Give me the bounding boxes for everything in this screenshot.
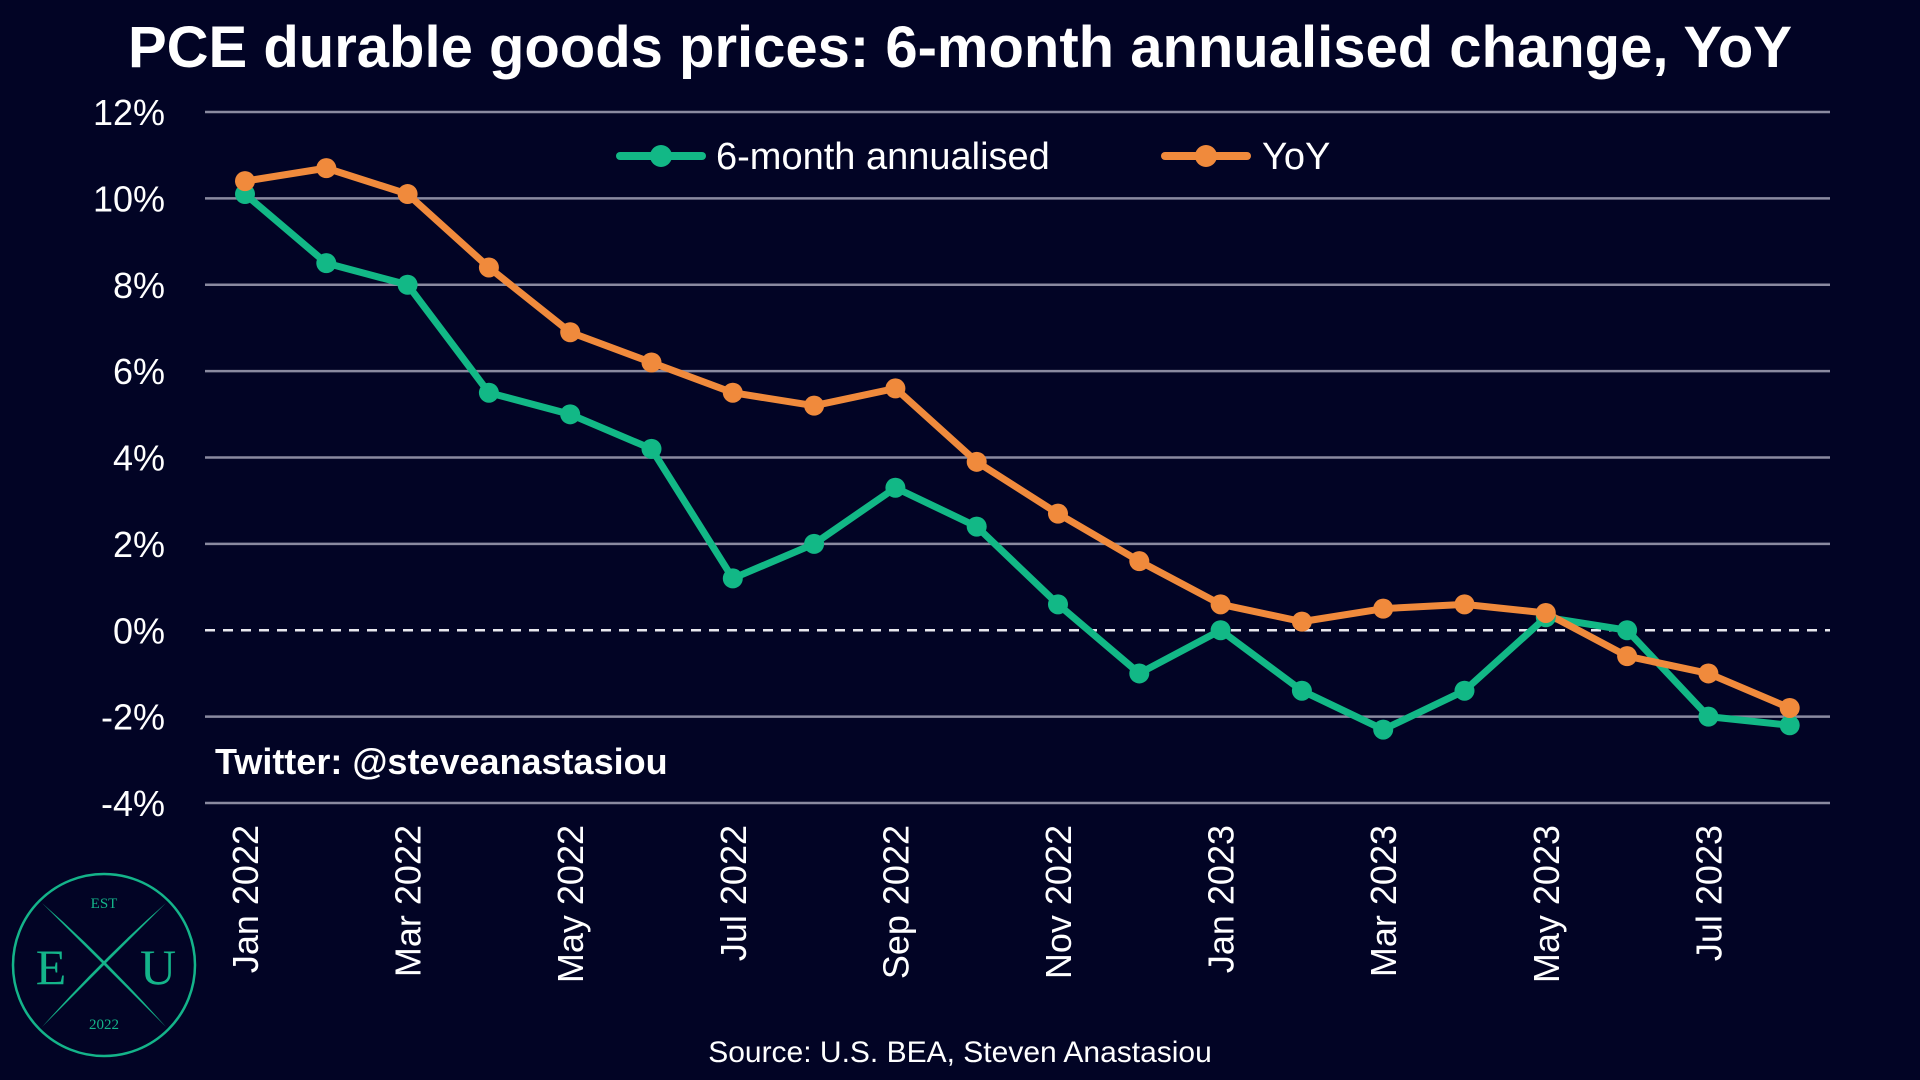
data-point: [478, 382, 499, 403]
data-point: [1779, 697, 1800, 718]
data-point: [235, 171, 255, 192]
y-tick-label: -2%: [101, 697, 165, 738]
data-point: [966, 451, 987, 472]
x-tick-label: Jan 2023: [1201, 825, 1242, 973]
data-point: [722, 382, 743, 403]
data-point: [397, 274, 418, 295]
data-point: [316, 158, 337, 179]
source-note: Source: U.S. BEA, Steven Anastasiou: [708, 1036, 1212, 1069]
x-tick-label: May 2022: [550, 825, 591, 983]
x-tick-label: Sep 2022: [875, 825, 916, 979]
logo-est: EST: [91, 896, 118, 912]
legend-marker: [650, 145, 672, 167]
y-tick-label: 2%: [113, 524, 165, 565]
data-point: [804, 533, 825, 554]
data-point: [1210, 620, 1231, 641]
data-point: [316, 253, 337, 274]
y-tick-label: 4%: [113, 438, 165, 479]
y-tick-label: 10%: [93, 178, 165, 219]
data-point: [1373, 719, 1394, 740]
chart-title: PCE durable goods prices: 6-month annual…: [127, 15, 1793, 80]
data-point: [1291, 611, 1312, 632]
data-point: [1454, 594, 1475, 615]
legend-marker: [1195, 145, 1217, 167]
exu-logo: EST E X U 2022: [11, 872, 197, 1058]
data-point: [1129, 663, 1150, 684]
x-axis-ticks: Jan 2022 Mar 2022 May 2022 Jul 2022 Sep 2022…: [225, 825, 1729, 983]
data-point: [1129, 551, 1150, 572]
data-point: [1373, 598, 1394, 619]
twitter-annotation: Twitter: @steveanastasiou: [215, 741, 668, 782]
data-point: [966, 516, 987, 537]
data-point: [885, 477, 906, 498]
data-point: [641, 438, 662, 459]
data-point: [1617, 620, 1638, 641]
data-point: [1048, 503, 1068, 524]
data-point: [560, 322, 581, 343]
y-tick-label: 8%: [113, 265, 165, 306]
legend: 6-month annualised YoY: [616, 136, 1330, 178]
data-point: [804, 395, 825, 416]
x-tick-label: Jul 2023: [1688, 825, 1729, 961]
x-tick-label: Jan 2022: [225, 825, 266, 973]
gridlines: [205, 110, 1830, 805]
data-point: [722, 568, 743, 589]
y-tick-label: 6%: [113, 351, 165, 392]
data-point: [1535, 602, 1556, 623]
data-point: [641, 352, 662, 373]
legend-label: 6-month annualised: [716, 136, 1050, 178]
data-point: [560, 404, 581, 425]
y-tick-label: -4%: [101, 783, 165, 824]
data-point: [397, 184, 418, 205]
y-tick-label: 0%: [113, 610, 165, 651]
data-point: [478, 257, 499, 278]
x-tick-label: Mar 2022: [388, 825, 429, 977]
data-point: [1698, 663, 1719, 684]
x-tick-label: May 2023: [1526, 825, 1567, 983]
logo-letter-x: X: [86, 939, 122, 995]
y-axis-ticks: -4% -2% 0% 2% 4% 6% 8% 10% 12%: [93, 92, 165, 824]
series-layer: [235, 158, 1800, 740]
logo-stroke-b: [42, 903, 166, 1027]
logo-ring: [11, 872, 197, 1058]
data-point: [1779, 715, 1800, 736]
data-point: [1210, 594, 1231, 615]
data-point: [1454, 680, 1475, 701]
data-point: [1698, 706, 1719, 727]
logo-letter-e: E: [36, 939, 67, 995]
legend-label: YoY: [1262, 136, 1330, 178]
logo-year: 2022: [89, 1017, 119, 1033]
data-point: [1048, 594, 1068, 615]
y-tick-label: 12%: [93, 92, 165, 133]
series-line: [241, 164, 1794, 712]
x-tick-label: Jul 2022: [713, 825, 754, 961]
series-line: [241, 190, 1794, 734]
data-point: [1617, 646, 1638, 667]
data-point: [885, 378, 906, 399]
x-tick-label: Nov 2022: [1038, 825, 1079, 979]
data-point: [1291, 680, 1312, 701]
x-tick-label: Mar 2023: [1363, 825, 1404, 977]
logo-letter-u: U: [140, 939, 176, 995]
